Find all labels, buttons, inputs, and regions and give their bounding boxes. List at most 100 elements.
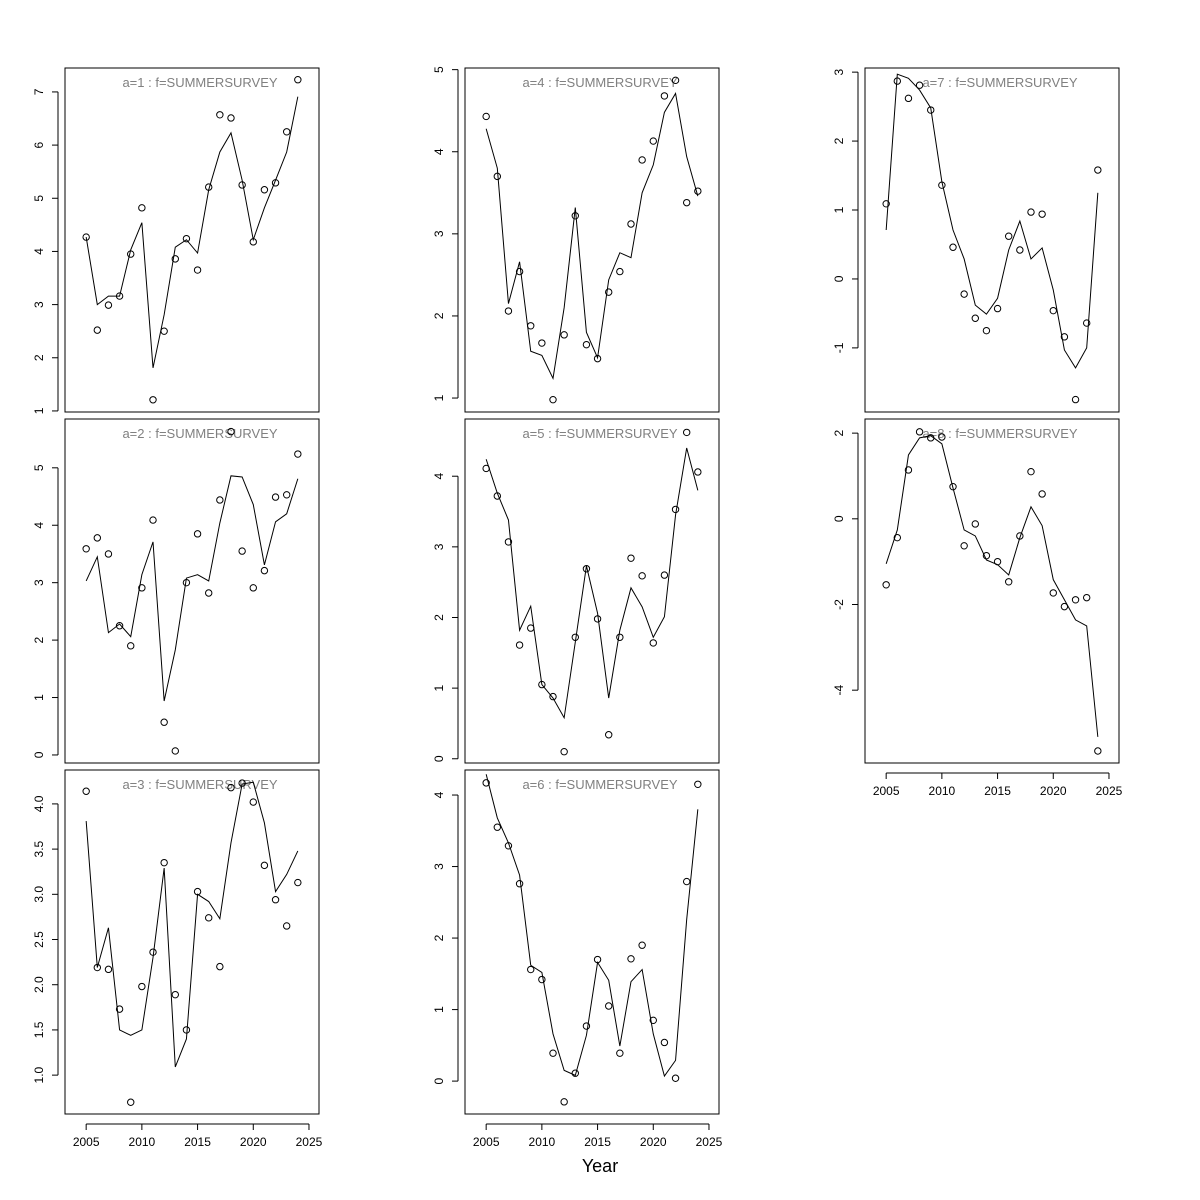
data-point (927, 106, 935, 114)
panel: a=5 : f=SUMMERSURVEY 0 1 2 3 4 (432, 418, 720, 764)
data-point (1005, 232, 1013, 240)
x-tick-label: 2020 (240, 1135, 267, 1149)
panel-title: a=6 : f=SUMMERSURVEY (522, 777, 677, 792)
data-point (571, 1069, 579, 1077)
fit-line (885, 435, 1099, 737)
data-point (915, 81, 924, 89)
data-point (294, 75, 302, 84)
data-point (582, 340, 591, 349)
data-point (938, 433, 946, 441)
data-point (971, 520, 979, 528)
data-point (1060, 602, 1069, 611)
y-tick-label: 6 (32, 141, 46, 148)
y-tick-label: 2 (432, 934, 446, 941)
y-tick-label: 3 (32, 579, 46, 586)
data-point (649, 1016, 657, 1025)
data-point (260, 566, 269, 575)
data-point (638, 941, 646, 949)
data-point (960, 542, 968, 550)
y-tick-label: 1 (432, 1006, 446, 1013)
y-tick-label: 3.0 (32, 886, 46, 903)
y-tick-label: 1 (32, 407, 46, 414)
panel-title: a=3 : f=SUMMERSURVEY (122, 777, 277, 792)
y-tick-label: 4 (432, 473, 446, 480)
y-tick-label: 3 (832, 68, 846, 75)
y-tick-label: 3 (32, 301, 46, 308)
x-tick-label: 2025 (296, 1135, 323, 1149)
data-point (1094, 166, 1102, 174)
y-tick-label: 4.0 (32, 795, 46, 812)
data-point (694, 468, 702, 476)
data-point (171, 747, 179, 755)
data-point (1060, 333, 1069, 341)
data-point (1005, 578, 1013, 586)
data-point (582, 565, 591, 573)
y-tick-label: -1 (832, 342, 846, 353)
data-point (682, 428, 691, 437)
data-point (193, 530, 202, 538)
data-point (504, 538, 513, 546)
data-point (515, 880, 524, 888)
data-point (660, 1038, 669, 1047)
data-point (982, 326, 991, 335)
y-tick-label: 0 (432, 1077, 446, 1084)
data-point (1071, 596, 1080, 604)
panel: a=7 : f=SUMMERSURVEY -1 0 1 2 3 (832, 67, 1120, 413)
data-point (527, 624, 535, 632)
data-point (182, 1026, 191, 1034)
y-tick-label: 0 (832, 515, 846, 522)
data-point (893, 533, 902, 542)
x-tick-label: 2015 (984, 784, 1011, 798)
data-point (616, 267, 624, 276)
data-point (82, 545, 90, 553)
data-point (627, 220, 635, 228)
data-point (538, 339, 546, 347)
panel-title: a=1 : f=SUMMERSURVEY (122, 75, 277, 90)
data-point (216, 496, 224, 504)
data-point (660, 92, 669, 100)
x-tick-label: 2015 (184, 1135, 211, 1149)
y-tick-label: 5 (432, 66, 446, 73)
data-point (227, 114, 235, 122)
data-point (93, 326, 102, 334)
y-tick-label: 7 (32, 88, 46, 95)
y-tick-label: -4 (832, 685, 846, 696)
data-point (515, 267, 524, 276)
data-point (104, 965, 113, 974)
panel: a=6 : f=SUMMERSURVEY 0 1 2 3 4 2005 2010 2015 202… (432, 769, 723, 1149)
y-tick-label: 2 (832, 429, 846, 436)
data-point (682, 877, 691, 886)
data-point (149, 516, 157, 524)
data-point (638, 156, 646, 164)
data-point (549, 395, 557, 404)
data-point (138, 584, 146, 592)
data-point (482, 112, 490, 121)
data-point (904, 466, 913, 474)
data-point (160, 858, 168, 867)
y-tick-label: 0 (32, 751, 46, 758)
data-point (127, 1098, 135, 1106)
data-point (171, 990, 179, 999)
data-point (549, 1049, 557, 1057)
y-tick-label: 2.5 (32, 931, 46, 948)
data-point (1082, 593, 1091, 602)
data-point (560, 331, 568, 339)
x-tick-label: 2010 (129, 1135, 156, 1149)
y-tick-label: 1 (832, 206, 846, 213)
data-point (571, 212, 579, 220)
x-tick-label: 2005 (473, 1135, 500, 1149)
y-tick-label: 2 (32, 636, 46, 643)
data-point (627, 554, 635, 562)
data-point (649, 639, 657, 647)
plot-frame (464, 769, 720, 1115)
data-point (616, 633, 624, 641)
panel: a=2 : f=SUMMERSURVEY 0 1 2 3 4 5 (32, 418, 320, 764)
data-point (538, 975, 546, 984)
panel-title: a=8 : f=SUMMERSURVEY (922, 426, 1077, 441)
x-tick-label: 2005 (873, 784, 900, 798)
data-point (605, 731, 613, 739)
y-tick-label: 4 (32, 248, 46, 255)
data-point (294, 878, 302, 887)
data-point (216, 111, 224, 119)
